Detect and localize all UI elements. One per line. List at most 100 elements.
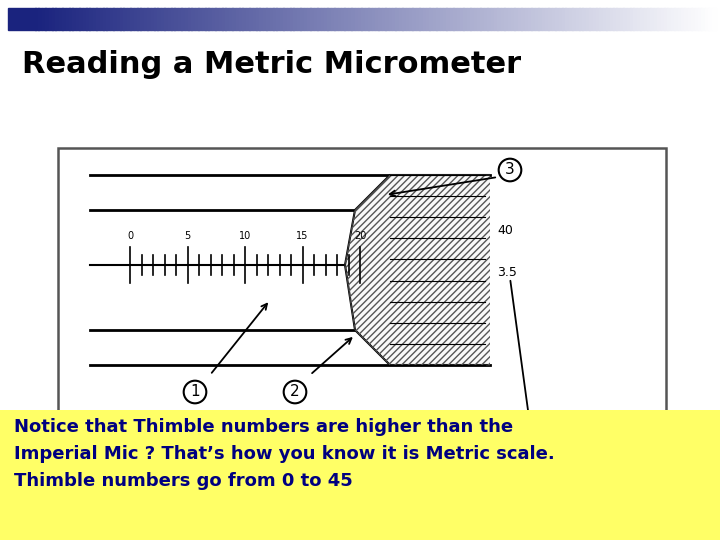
Bar xyxy=(681,8,685,30)
Bar xyxy=(685,8,688,30)
Bar xyxy=(324,8,328,30)
Bar xyxy=(109,8,114,30)
Bar xyxy=(539,8,542,30)
Bar xyxy=(395,8,400,30)
Bar xyxy=(494,8,498,30)
Bar xyxy=(83,8,86,30)
Bar xyxy=(59,8,63,30)
Bar xyxy=(552,8,556,30)
Bar xyxy=(154,8,158,30)
Bar xyxy=(45,8,49,30)
Bar xyxy=(117,8,120,30)
Bar xyxy=(198,8,202,30)
Bar xyxy=(290,8,294,30)
Bar xyxy=(344,8,348,30)
Bar xyxy=(541,8,546,30)
Bar xyxy=(171,8,175,30)
Bar xyxy=(695,8,698,30)
Bar xyxy=(579,8,583,30)
Bar xyxy=(572,8,576,30)
Bar xyxy=(389,8,392,30)
Bar xyxy=(130,8,134,30)
Bar xyxy=(426,8,430,30)
Bar xyxy=(647,8,651,30)
Bar xyxy=(294,8,297,30)
Bar xyxy=(664,8,668,30)
Bar xyxy=(348,8,351,30)
Bar xyxy=(562,8,566,30)
Text: 2: 2 xyxy=(290,384,300,400)
Text: 3: 3 xyxy=(505,163,515,178)
Text: 0: 0 xyxy=(127,231,133,241)
Bar xyxy=(549,8,552,30)
Bar xyxy=(606,8,610,30)
Bar xyxy=(300,8,304,30)
Bar xyxy=(634,8,637,30)
Bar xyxy=(89,8,94,30)
Bar xyxy=(79,8,83,30)
Bar xyxy=(620,8,624,30)
Bar xyxy=(96,8,100,30)
Bar xyxy=(202,8,205,30)
Bar xyxy=(113,8,117,30)
Bar xyxy=(140,8,144,30)
Bar xyxy=(436,8,440,30)
Bar xyxy=(246,8,250,30)
Text: 10: 10 xyxy=(239,231,251,241)
Bar xyxy=(616,8,621,30)
Bar xyxy=(127,8,131,30)
Bar xyxy=(504,8,508,30)
Bar xyxy=(174,8,179,30)
Bar xyxy=(661,8,665,30)
Bar xyxy=(429,8,433,30)
Text: 20: 20 xyxy=(354,231,366,241)
Bar xyxy=(545,8,549,30)
Bar xyxy=(161,8,165,30)
Bar xyxy=(711,8,716,30)
Bar xyxy=(405,8,410,30)
Bar xyxy=(259,8,264,30)
Bar xyxy=(470,8,474,30)
Bar xyxy=(474,8,477,30)
Bar xyxy=(528,8,532,30)
Bar xyxy=(514,8,518,30)
Bar xyxy=(150,8,155,30)
Bar xyxy=(314,8,318,30)
Bar xyxy=(392,8,396,30)
Bar xyxy=(433,8,437,30)
Bar xyxy=(575,8,580,30)
Bar xyxy=(630,8,634,30)
Bar xyxy=(379,8,382,30)
Bar xyxy=(158,8,161,30)
Bar xyxy=(269,8,274,30)
Bar xyxy=(674,8,678,30)
Bar xyxy=(103,8,107,30)
Bar xyxy=(310,8,315,30)
Bar xyxy=(52,8,56,30)
Bar xyxy=(650,8,654,30)
Bar xyxy=(232,8,236,30)
Bar xyxy=(307,8,311,30)
Bar xyxy=(192,8,195,30)
Bar xyxy=(76,8,80,30)
Bar xyxy=(297,8,301,30)
Bar xyxy=(419,8,423,30)
Bar xyxy=(671,8,675,30)
Bar xyxy=(0,410,720,540)
Bar xyxy=(358,8,362,30)
Bar xyxy=(382,8,386,30)
Bar xyxy=(565,8,570,30)
Bar xyxy=(253,8,256,30)
Text: 1: 1 xyxy=(190,384,200,400)
Bar xyxy=(610,8,613,30)
Bar xyxy=(287,8,290,30)
Bar xyxy=(531,8,535,30)
Bar xyxy=(525,8,528,30)
Bar xyxy=(413,8,416,30)
Bar xyxy=(107,8,110,30)
Bar xyxy=(456,8,461,30)
Bar xyxy=(511,8,515,30)
Text: 5: 5 xyxy=(184,231,191,241)
Bar xyxy=(188,8,192,30)
Bar xyxy=(535,8,539,30)
